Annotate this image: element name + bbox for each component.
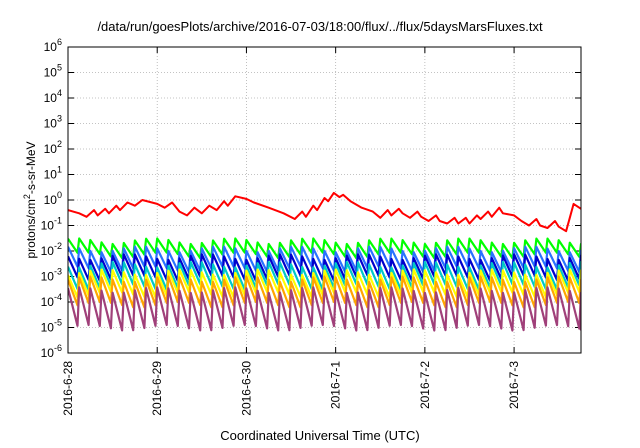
x-tick-label: 2016-6-29: [150, 361, 164, 416]
y-tick-label: 100: [44, 190, 62, 207]
y-tick-label: 102: [44, 139, 62, 156]
x-tick-label: 2016-6-28: [61, 361, 75, 416]
series-line: [68, 191, 581, 233]
y-tick-label: 10-2: [41, 241, 62, 258]
x-tick-label: 2016-7-3: [507, 361, 521, 409]
y-axis-label: protons/cm2-s-sr-MeV: [22, 141, 38, 258]
x-tick-label: 2016-7-2: [418, 361, 432, 409]
chart-title: /data/run/goesPlots/archive/2016-07-03/1…: [97, 19, 543, 34]
series-line: [68, 286, 581, 332]
y-tick-label: 10-4: [41, 292, 62, 309]
y-tick-label: 10-1: [41, 216, 62, 233]
x-tick-label: 2016-7-1: [329, 361, 343, 409]
y-tick-label: 10-3: [41, 267, 62, 284]
x-axis-label: Coordinated Universal Time (UTC): [220, 428, 420, 443]
y-tick-label: 101: [44, 165, 62, 182]
plot-frame: [67, 46, 582, 354]
x-tick-label: 2016-6-30: [239, 361, 253, 416]
y-axis-label-unit: protons/cm: [24, 199, 38, 259]
y-tick-label: 10-6: [41, 343, 62, 360]
y-tick-label: 104: [44, 88, 62, 105]
y-tick-label: 106: [44, 37, 62, 54]
y-tick-label: 105: [44, 63, 62, 80]
y-axis-label-exponent: 2: [22, 194, 32, 200]
y-tick-label: 10-5: [41, 318, 62, 335]
y-axis-label-rest: -s-sr-MeV: [24, 141, 38, 195]
y-tick-label: 103: [44, 114, 62, 131]
